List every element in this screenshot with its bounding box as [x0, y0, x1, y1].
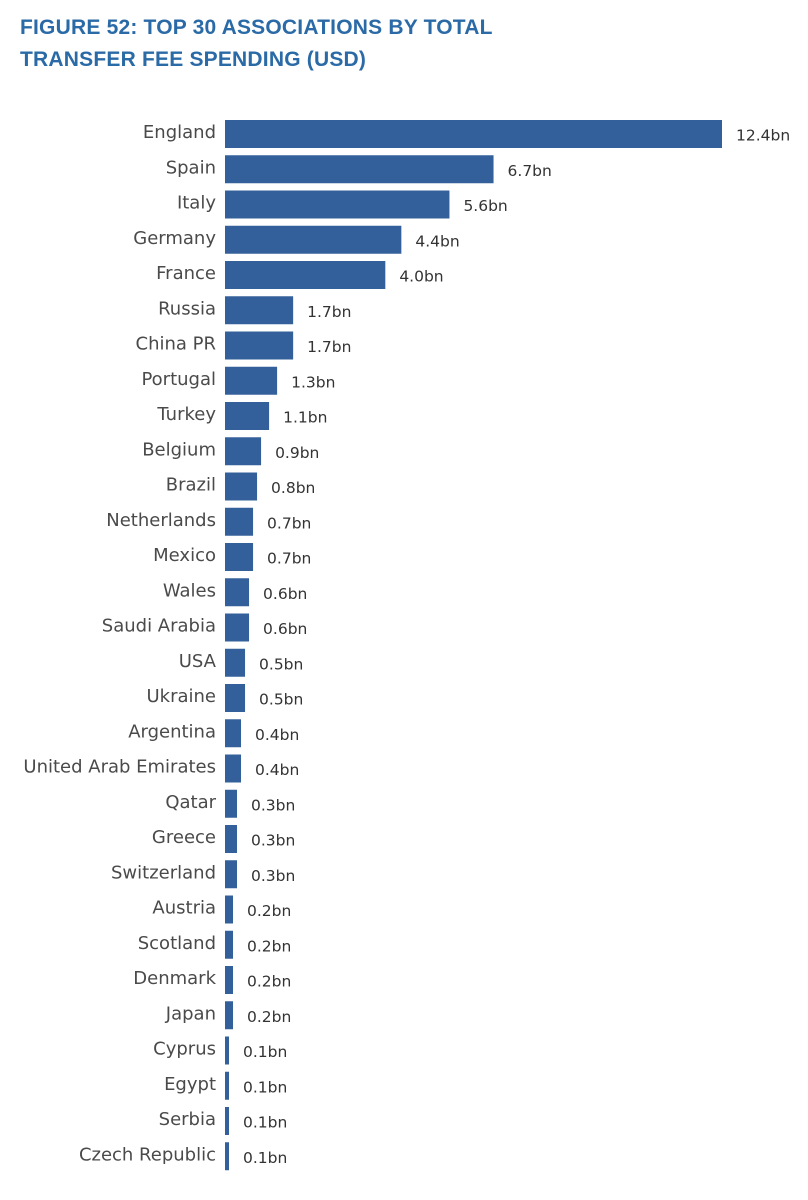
- value-label-japan: 0.2bn: [247, 1008, 291, 1026]
- bar-qatar: [225, 789, 238, 818]
- category-label-brazil: Brazil: [166, 475, 216, 496]
- category-label-england: England: [143, 122, 216, 143]
- category-label-united-arab-emirates: United Arab Emirates: [23, 757, 216, 778]
- value-label-france: 4.0bn: [399, 268, 443, 286]
- category-label-netherlands: Netherlands: [106, 510, 216, 531]
- value-label-egypt: 0.1bn: [243, 1078, 287, 1096]
- category-label-russia: Russia: [158, 298, 216, 319]
- bar-brazil: [225, 472, 258, 501]
- category-label-scotland: Scotland: [138, 933, 216, 954]
- category-label-greece: Greece: [152, 827, 216, 848]
- category-label-serbia: Serbia: [159, 1109, 216, 1130]
- bar-switzerland: [225, 860, 238, 889]
- chart-title-line-2: TRANSFER FEE SPENDING (USD): [20, 48, 367, 71]
- bar-england: [225, 120, 722, 148]
- bar-egypt: [225, 1071, 230, 1100]
- bar-netherlands: [225, 507, 254, 536]
- value-label-brazil: 0.8bn: [271, 479, 315, 497]
- bar-cyprus: [225, 1036, 230, 1065]
- value-label-serbia: 0.1bn: [243, 1114, 287, 1132]
- category-label-turkey: Turkey: [156, 404, 216, 425]
- bar-italy: [225, 190, 450, 219]
- value-label-turkey: 1.1bn: [283, 409, 327, 427]
- category-label-belgium: Belgium: [142, 439, 216, 460]
- category-label-portugal: Portugal: [141, 369, 216, 390]
- value-label-mexico: 0.7bn: [267, 550, 311, 568]
- value-label-belgium: 0.9bn: [275, 444, 319, 462]
- bar-turkey: [225, 402, 270, 430]
- value-label-greece: 0.3bn: [251, 832, 295, 850]
- category-label-usa: USA: [179, 651, 217, 672]
- category-label-austria: Austria: [152, 898, 216, 919]
- bar-germany: [225, 225, 402, 254]
- value-label-russia: 1.7bn: [307, 303, 351, 321]
- value-label-saudi-arabia: 0.6bn: [263, 620, 307, 638]
- bars-layer: [225, 120, 722, 1171]
- bar-belgium: [225, 437, 262, 466]
- bar-japan: [225, 1001, 234, 1030]
- value-label-cyprus: 0.1bn: [243, 1043, 287, 1061]
- bar-czech-republic: [225, 1142, 230, 1171]
- category-label-ukraine: Ukraine: [146, 686, 216, 707]
- bar-usa: [225, 648, 246, 677]
- category-label-saudi-arabia: Saudi Arabia: [102, 616, 216, 637]
- bar-portugal: [225, 366, 278, 395]
- bar-russia: [225, 296, 294, 325]
- value-label-china-pr: 1.7bn: [307, 338, 351, 356]
- bar-mexico: [225, 543, 254, 571]
- category-label-egypt: Egypt: [164, 1074, 216, 1095]
- bar-united-arab-emirates: [225, 754, 242, 783]
- value-label-spain: 6.7bn: [508, 162, 552, 180]
- bar-france: [225, 261, 386, 289]
- category-label-switzerland: Switzerland: [111, 862, 216, 883]
- bar-argentina: [225, 719, 242, 748]
- bar-scotland: [225, 930, 234, 959]
- value-label-portugal: 1.3bn: [291, 373, 335, 391]
- bar-denmark: [225, 966, 234, 994]
- category-label-france: France: [156, 263, 216, 284]
- category-label-wales: Wales: [163, 580, 216, 601]
- bar-spain: [225, 155, 494, 184]
- category-label-italy: Italy: [177, 193, 216, 214]
- value-label-austria: 0.2bn: [247, 902, 291, 920]
- category-label-germany: Germany: [133, 228, 216, 249]
- value-label-scotland: 0.2bn: [247, 937, 291, 955]
- value-label-netherlands: 0.7bn: [267, 514, 311, 532]
- bar-ukraine: [225, 684, 246, 712]
- category-label-qatar: Qatar: [165, 792, 216, 813]
- value-label-usa: 0.5bn: [259, 655, 303, 673]
- value-label-germany: 4.4bn: [415, 232, 459, 250]
- bar-china-pr: [225, 331, 294, 360]
- value-label-england: 12.4bn: [736, 127, 790, 145]
- category-label-china-pr: China PR: [136, 334, 217, 355]
- category-labels-layer: England Spain Italy Germany France Russia Chin…: [23, 122, 216, 1165]
- value-label-argentina: 0.4bn: [255, 726, 299, 744]
- value-label-wales: 0.6bn: [263, 585, 307, 603]
- category-label-argentina: Argentina: [128, 721, 216, 742]
- bar-wales: [225, 578, 250, 607]
- value-label-denmark: 0.2bn: [247, 973, 291, 991]
- category-label-spain: Spain: [166, 157, 216, 178]
- value-label-ukraine: 0.5bn: [259, 691, 303, 709]
- chart-title-line-1: FIGURE 52: TOP 30 ASSOCIATIONS BY TOTAL: [20, 16, 493, 39]
- bar-saudi-arabia: [225, 613, 250, 642]
- value-label-italy: 5.6bn: [463, 197, 507, 215]
- category-label-japan: Japan: [165, 1003, 216, 1024]
- chart-title: FIGURE 52: TOP 30 ASSOCIATIONS BY TOTAL …: [20, 12, 780, 76]
- category-label-mexico: Mexico: [153, 545, 216, 566]
- category-label-denmark: Denmark: [133, 968, 216, 989]
- value-label-czech-republic: 0.1bn: [243, 1149, 287, 1167]
- bar-austria: [225, 895, 234, 924]
- bar-greece: [225, 825, 238, 853]
- bar-serbia: [225, 1107, 230, 1135]
- value-label-qatar: 0.3bn: [251, 796, 295, 814]
- value-label-switzerland: 0.3bn: [251, 867, 295, 885]
- category-label-czech-republic: Czech Republic: [79, 1144, 216, 1165]
- value-label-united-arab-emirates: 0.4bn: [255, 761, 299, 779]
- category-label-cyprus: Cyprus: [153, 1039, 216, 1060]
